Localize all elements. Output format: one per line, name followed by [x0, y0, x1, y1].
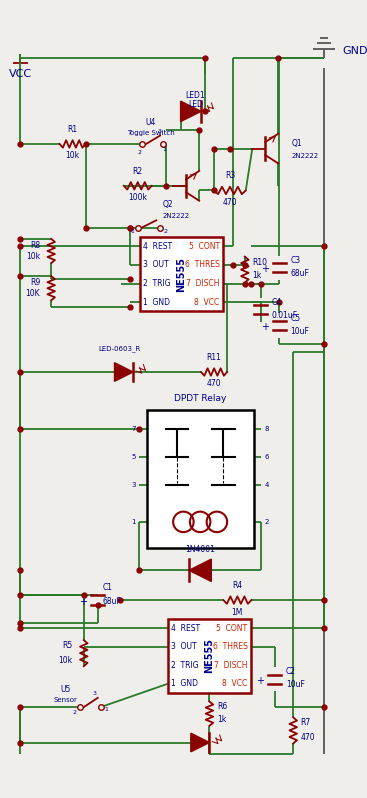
Text: R4: R4 — [232, 581, 243, 590]
Text: 2N2222: 2N2222 — [163, 212, 190, 219]
Text: R8: R8 — [30, 241, 40, 250]
Text: 7  DISCH: 7 DISCH — [186, 279, 220, 288]
Text: 10k: 10k — [26, 252, 40, 261]
Text: 8: 8 — [265, 426, 269, 432]
Text: 1: 1 — [131, 519, 135, 525]
Text: 3  OUT: 3 OUT — [143, 260, 169, 270]
Text: 10k: 10k — [58, 656, 73, 665]
Text: R7: R7 — [301, 718, 311, 728]
Text: 5  CONT: 5 CONT — [189, 242, 220, 251]
Text: 1k: 1k — [217, 715, 226, 724]
Text: 470: 470 — [301, 733, 315, 742]
Polygon shape — [191, 733, 210, 752]
Text: C4: C4 — [272, 298, 282, 306]
Text: C5: C5 — [290, 314, 301, 322]
Text: R3: R3 — [225, 172, 235, 180]
Text: 3: 3 — [93, 691, 97, 696]
Text: NE555: NE555 — [204, 638, 214, 674]
Text: 2: 2 — [138, 149, 142, 155]
Text: 10uF: 10uF — [290, 326, 309, 335]
Text: Sensor: Sensor — [53, 697, 77, 703]
Text: 8  VCC: 8 VCC — [222, 679, 248, 689]
FancyBboxPatch shape — [147, 410, 254, 548]
Text: 2N2222: 2N2222 — [291, 153, 319, 159]
Text: R11: R11 — [207, 353, 222, 361]
Text: C3: C3 — [290, 256, 301, 265]
Text: Q2: Q2 — [163, 200, 174, 209]
Text: GND: GND — [342, 45, 367, 56]
Text: U5: U5 — [60, 685, 70, 694]
Text: U4: U4 — [146, 118, 156, 127]
Text: 470: 470 — [207, 380, 221, 389]
Text: 10K: 10K — [25, 290, 40, 298]
Text: DPDT Relay: DPDT Relay — [174, 393, 226, 403]
FancyBboxPatch shape — [168, 618, 251, 693]
Text: 4: 4 — [265, 482, 269, 488]
Text: Toggle Switch: Toggle Switch — [127, 129, 175, 136]
Text: 10k: 10k — [66, 152, 80, 160]
Text: R6: R6 — [217, 701, 227, 711]
Text: 2  TRIG: 2 TRIG — [143, 279, 171, 288]
Text: NE555: NE555 — [177, 257, 186, 292]
Text: 2: 2 — [72, 710, 76, 715]
Text: 6: 6 — [265, 454, 269, 460]
Text: LED-0603_R: LED-0603_R — [98, 345, 140, 352]
Text: 1  GND: 1 GND — [143, 298, 170, 306]
Text: 7  DISCH: 7 DISCH — [214, 661, 248, 670]
Text: 470: 470 — [223, 198, 237, 207]
Text: C1: C1 — [102, 583, 112, 591]
Text: 5: 5 — [131, 454, 135, 460]
Text: +: + — [261, 322, 269, 332]
Text: 1N4001: 1N4001 — [185, 544, 215, 554]
Text: 4  REST: 4 REST — [171, 623, 200, 633]
Text: 3  OUT: 3 OUT — [171, 642, 197, 651]
Text: 1: 1 — [130, 229, 134, 234]
Text: C2: C2 — [286, 667, 296, 676]
Text: 1M: 1M — [232, 607, 243, 617]
Text: 3: 3 — [157, 128, 161, 134]
FancyBboxPatch shape — [139, 237, 224, 311]
Text: +: + — [257, 676, 264, 685]
Polygon shape — [115, 363, 133, 381]
Text: Q1: Q1 — [291, 140, 302, 148]
Text: R10: R10 — [252, 258, 267, 267]
Text: R5: R5 — [62, 642, 73, 650]
Text: 2: 2 — [164, 229, 168, 234]
Text: 68uF: 68uF — [290, 269, 309, 278]
Text: +: + — [80, 597, 87, 606]
Polygon shape — [181, 101, 201, 121]
Text: +: + — [261, 264, 269, 275]
Text: 10uF: 10uF — [286, 680, 305, 689]
Text: R2: R2 — [133, 167, 143, 176]
Text: 6  THRES: 6 THRES — [185, 260, 220, 270]
Text: R1: R1 — [68, 124, 78, 134]
Text: 0.01uF: 0.01uF — [272, 310, 298, 320]
Text: 2  TRIG: 2 TRIG — [171, 661, 199, 670]
Text: R9: R9 — [30, 279, 40, 287]
Polygon shape — [189, 559, 211, 582]
Text: 1  GND: 1 GND — [171, 679, 198, 689]
Text: 1k: 1k — [252, 271, 262, 279]
Text: 1: 1 — [163, 147, 167, 152]
Text: LED: LED — [188, 101, 203, 109]
Text: 5  CONT: 5 CONT — [217, 623, 248, 633]
Text: 7: 7 — [131, 426, 135, 432]
Text: 8  VCC: 8 VCC — [195, 298, 220, 306]
Text: 68uF: 68uF — [102, 598, 121, 606]
Text: 6  THRES: 6 THRES — [213, 642, 248, 651]
Text: 1: 1 — [104, 708, 108, 713]
Text: 2: 2 — [265, 519, 269, 525]
Text: 4  REST: 4 REST — [143, 242, 172, 251]
Text: LED1: LED1 — [186, 91, 205, 100]
Text: 3: 3 — [131, 482, 135, 488]
Text: VCC: VCC — [9, 69, 32, 79]
Text: 100k: 100k — [128, 193, 147, 202]
